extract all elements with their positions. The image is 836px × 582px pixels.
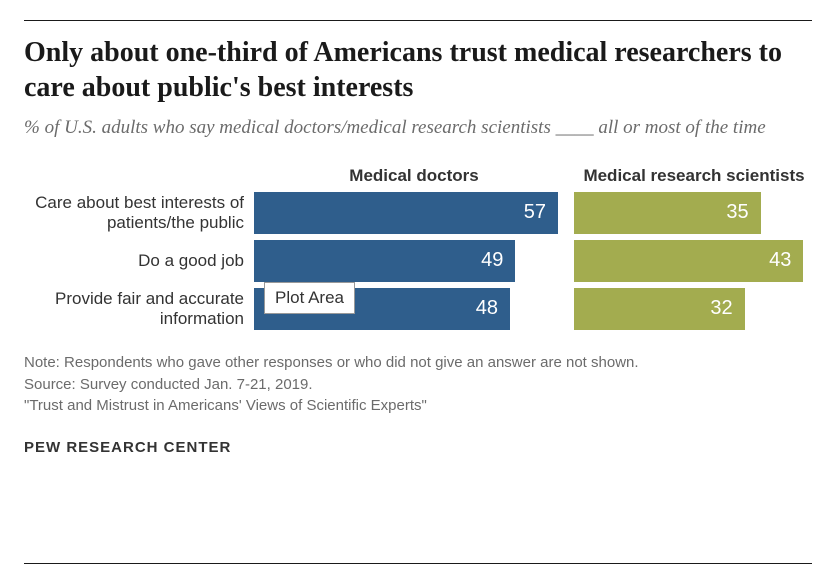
row-label: Care about best interests of patients/th… [24, 193, 254, 234]
bar-value-doctors: 48 [476, 297, 498, 320]
bar-wrap-scientists: 43 [574, 240, 814, 282]
chart-row: Do a good job 49 43 [24, 240, 812, 282]
chart-rows: Care about best interests of patients/th… [24, 192, 812, 330]
note-line-1: Note: Respondents who gave other respons… [24, 352, 812, 374]
chart-row: Care about best interests of patients/th… [24, 192, 812, 234]
bar-wrap-scientists: 32 [574, 288, 814, 330]
bar-value-scientists: 43 [769, 249, 791, 272]
bottom-rule [24, 563, 812, 564]
bar-doctors: 57 [254, 192, 558, 234]
label-col-spacer [24, 166, 254, 186]
footer-brand: PEW RESEARCH CENTER [24, 439, 812, 456]
bar-scientists: 32 [574, 288, 745, 330]
bar-value-scientists: 35 [726, 201, 748, 224]
chart-subtitle: % of U.S. adults who say medical doctors… [24, 115, 812, 142]
bar-value-doctors: 57 [524, 201, 546, 224]
chart-title: Only about one-third of Americans trust … [24, 35, 812, 105]
bar-wrap-doctors: 49 [254, 240, 574, 282]
row-label: Do a good job [24, 251, 254, 271]
plot-area-tooltip: Plot Area [264, 282, 355, 314]
bar-scientists: 43 [574, 240, 803, 282]
column-headers: Medical doctors Medical research scienti… [24, 166, 812, 186]
bar-wrap-doctors: 57 [254, 192, 574, 234]
bar-value-scientists: 32 [710, 297, 732, 320]
note-line-2: Source: Survey conducted Jan. 7-21, 2019… [24, 374, 812, 396]
col-header-scientists: Medical research scientists [574, 166, 814, 186]
note-line-3: "Trust and Mistrust in Americans' Views … [24, 395, 812, 417]
col-header-doctors: Medical doctors [254, 166, 574, 186]
row-label: Provide fair and accurate information [24, 289, 254, 330]
bar-value-doctors: 49 [481, 249, 503, 272]
chart-notes: Note: Respondents who gave other respons… [24, 352, 812, 417]
chart-row: Provide fair and accurate information 48 3… [24, 288, 812, 330]
chart-area: Medical doctors Medical research scienti… [24, 166, 812, 330]
bar-scientists: 35 [574, 192, 761, 234]
bar-wrap-scientists: 35 [574, 192, 814, 234]
bar-doctors: 49 [254, 240, 515, 282]
top-rule [24, 20, 812, 21]
